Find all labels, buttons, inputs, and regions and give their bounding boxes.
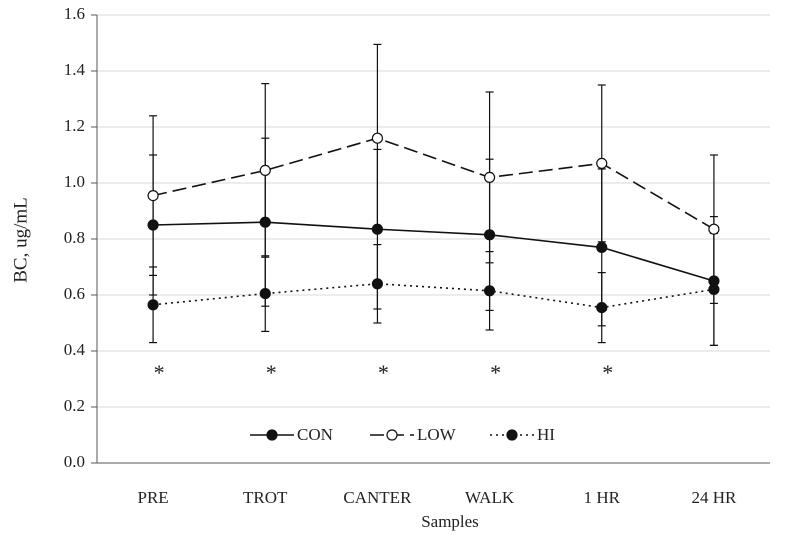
point bbox=[147, 219, 159, 231]
point bbox=[259, 164, 271, 176]
series-line bbox=[153, 221, 715, 282]
point bbox=[371, 223, 384, 235]
x-tick-label: 24 HR bbox=[691, 488, 737, 507]
x-tick-label: PRE bbox=[137, 488, 168, 507]
significance-mark: * bbox=[378, 360, 389, 385]
series-line bbox=[152, 137, 715, 230]
legend-label: LOW bbox=[417, 425, 457, 444]
point bbox=[259, 216, 271, 228]
x-tick-label: 1 HR bbox=[584, 488, 621, 507]
legend-label: HI bbox=[537, 425, 555, 444]
y-tick-label: 0.2 bbox=[64, 396, 85, 415]
y-axis-label: BC, ug/mL bbox=[10, 197, 31, 283]
point bbox=[483, 229, 496, 241]
y-tick-label: 1.6 bbox=[64, 4, 85, 23]
y-tick-label: 0.8 bbox=[64, 228, 85, 247]
point bbox=[371, 278, 384, 290]
x-tick-label: CANTER bbox=[343, 488, 412, 507]
significance-mark: * bbox=[602, 360, 613, 385]
y-tick-label: 0.6 bbox=[64, 284, 85, 303]
x-tick-label: TROT bbox=[243, 488, 288, 507]
point bbox=[708, 283, 720, 295]
point bbox=[371, 132, 384, 144]
point bbox=[483, 285, 496, 297]
legend-marker bbox=[266, 429, 278, 441]
point bbox=[147, 190, 159, 202]
x-tick-label: WALK bbox=[465, 488, 515, 507]
point bbox=[596, 241, 608, 253]
x-axis-label: Samples bbox=[421, 512, 479, 531]
point bbox=[596, 157, 608, 169]
y-tick-label: 1.4 bbox=[64, 60, 86, 79]
significance-mark: * bbox=[266, 360, 277, 385]
series-line bbox=[153, 282, 715, 309]
point bbox=[708, 223, 720, 235]
legend-marker bbox=[386, 429, 398, 441]
significance-mark: * bbox=[490, 360, 501, 385]
legend-label: CON bbox=[297, 425, 333, 444]
point bbox=[147, 299, 159, 311]
significance-mark: * bbox=[154, 360, 165, 385]
legend-marker bbox=[506, 429, 518, 441]
y-tick-label: 1.0 bbox=[64, 172, 85, 191]
point bbox=[259, 288, 271, 300]
point bbox=[596, 302, 608, 314]
point bbox=[483, 171, 496, 183]
y-tick-label: 0.0 bbox=[64, 452, 85, 471]
y-tick-label: 0.4 bbox=[64, 340, 86, 359]
y-tick-label: 1.2 bbox=[64, 116, 85, 135]
